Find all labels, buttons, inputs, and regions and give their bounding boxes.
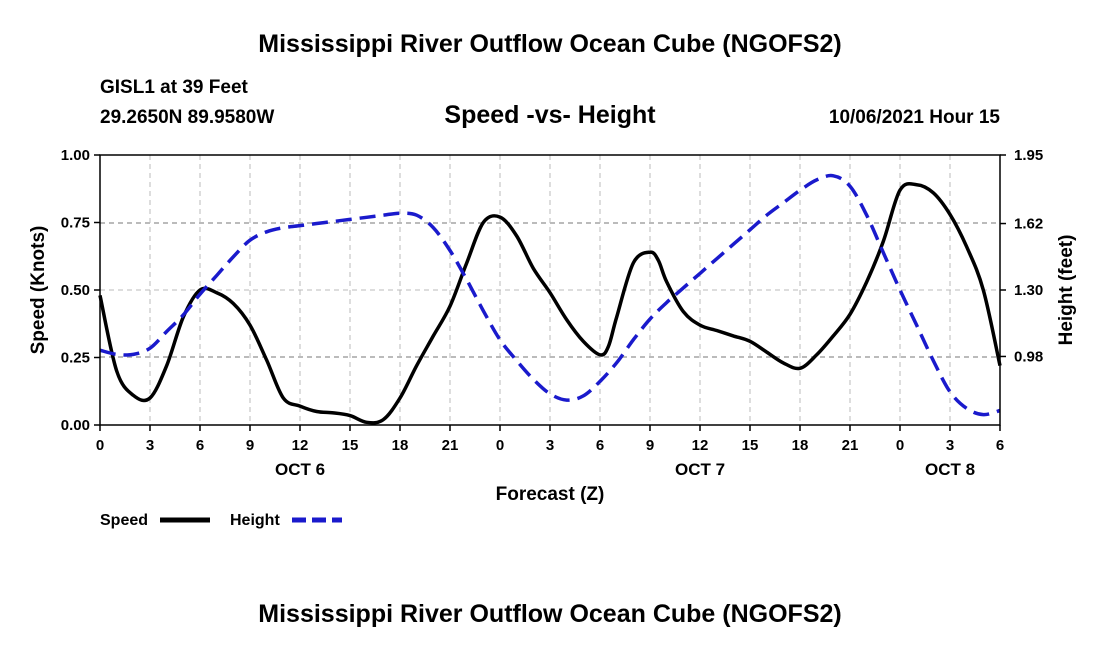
y-right-tick-label: 1.30	[1014, 282, 1043, 299]
y-left-tick-label: 0.25	[61, 350, 90, 367]
chart-title: Mississippi River Outflow Ocean Cube (NG…	[258, 30, 842, 58]
y-left-tick-label: 1.00	[61, 147, 90, 164]
date-label: OCT 6	[275, 460, 325, 479]
date-label: OCT 7	[675, 460, 725, 479]
x-axis-title: Forecast (Z)	[496, 484, 605, 505]
legend: Speed Height	[100, 512, 342, 529]
x-tick-label: 6	[196, 437, 204, 454]
x-tick-label: 9	[246, 437, 254, 454]
x-tick-label: 3	[946, 437, 954, 454]
station-name: GISL1 at 39 Feet	[100, 77, 248, 98]
x-tick-label: 15	[342, 437, 359, 454]
x-tick-label: 12	[692, 437, 709, 454]
height-series-line	[99, 173, 1001, 417]
x-tick-label: 3	[546, 437, 554, 454]
speed-series-line	[98, 181, 1002, 425]
y-right-tick-label: 1.62	[1014, 216, 1043, 233]
axes: 0 3 6 9 12 15 18 21 0 3 6 9 12 15 18 21 0 3 6 OCT 6 OCT 7 OCT…	[61, 147, 1043, 479]
x-tick-label: 18	[392, 437, 409, 454]
x-tick-label: 0	[96, 437, 104, 454]
x-tick-label: 0	[496, 437, 504, 454]
x-tick-label: 6	[596, 437, 604, 454]
series-lines	[98, 173, 1002, 425]
y-left-tick-label: 0.75	[61, 215, 90, 232]
y-left-tick-label: 0.50	[61, 282, 90, 299]
x-tick-label: 0	[896, 437, 904, 454]
legend-label-speed: Speed	[100, 512, 148, 529]
legend-label-height: Height	[230, 512, 280, 529]
x-tick-label: 15	[742, 437, 759, 454]
x-tick-label: 12	[292, 437, 309, 454]
x-tick-label: 18	[792, 437, 809, 454]
y-right-tick-label: 1.95	[1014, 147, 1043, 164]
y-right-axis-title: Height (feet)	[1056, 235, 1077, 346]
x-tick-label: 21	[442, 437, 459, 454]
station-coordinates: 29.2650N 89.9580W	[100, 107, 275, 128]
y-left-tick-label: 0.00	[61, 417, 90, 434]
x-tick-label: 3	[146, 437, 154, 454]
chart-subtitle: Speed -vs- Height	[444, 101, 656, 129]
y-right-tick-label: 0.98	[1014, 348, 1043, 365]
date-label: OCT 8	[925, 460, 975, 479]
x-tick-label: 21	[842, 437, 859, 454]
footer-title: Mississippi River Outflow Ocean Cube (NG…	[258, 600, 842, 628]
x-tick-label: 9	[646, 437, 654, 454]
forecast-datetime: 10/06/2021 Hour 15	[828, 107, 1000, 128]
x-tick-label: 6	[996, 437, 1004, 454]
grid-lines	[100, 155, 1000, 425]
y-left-axis-title: Speed (Knots)	[28, 226, 49, 355]
